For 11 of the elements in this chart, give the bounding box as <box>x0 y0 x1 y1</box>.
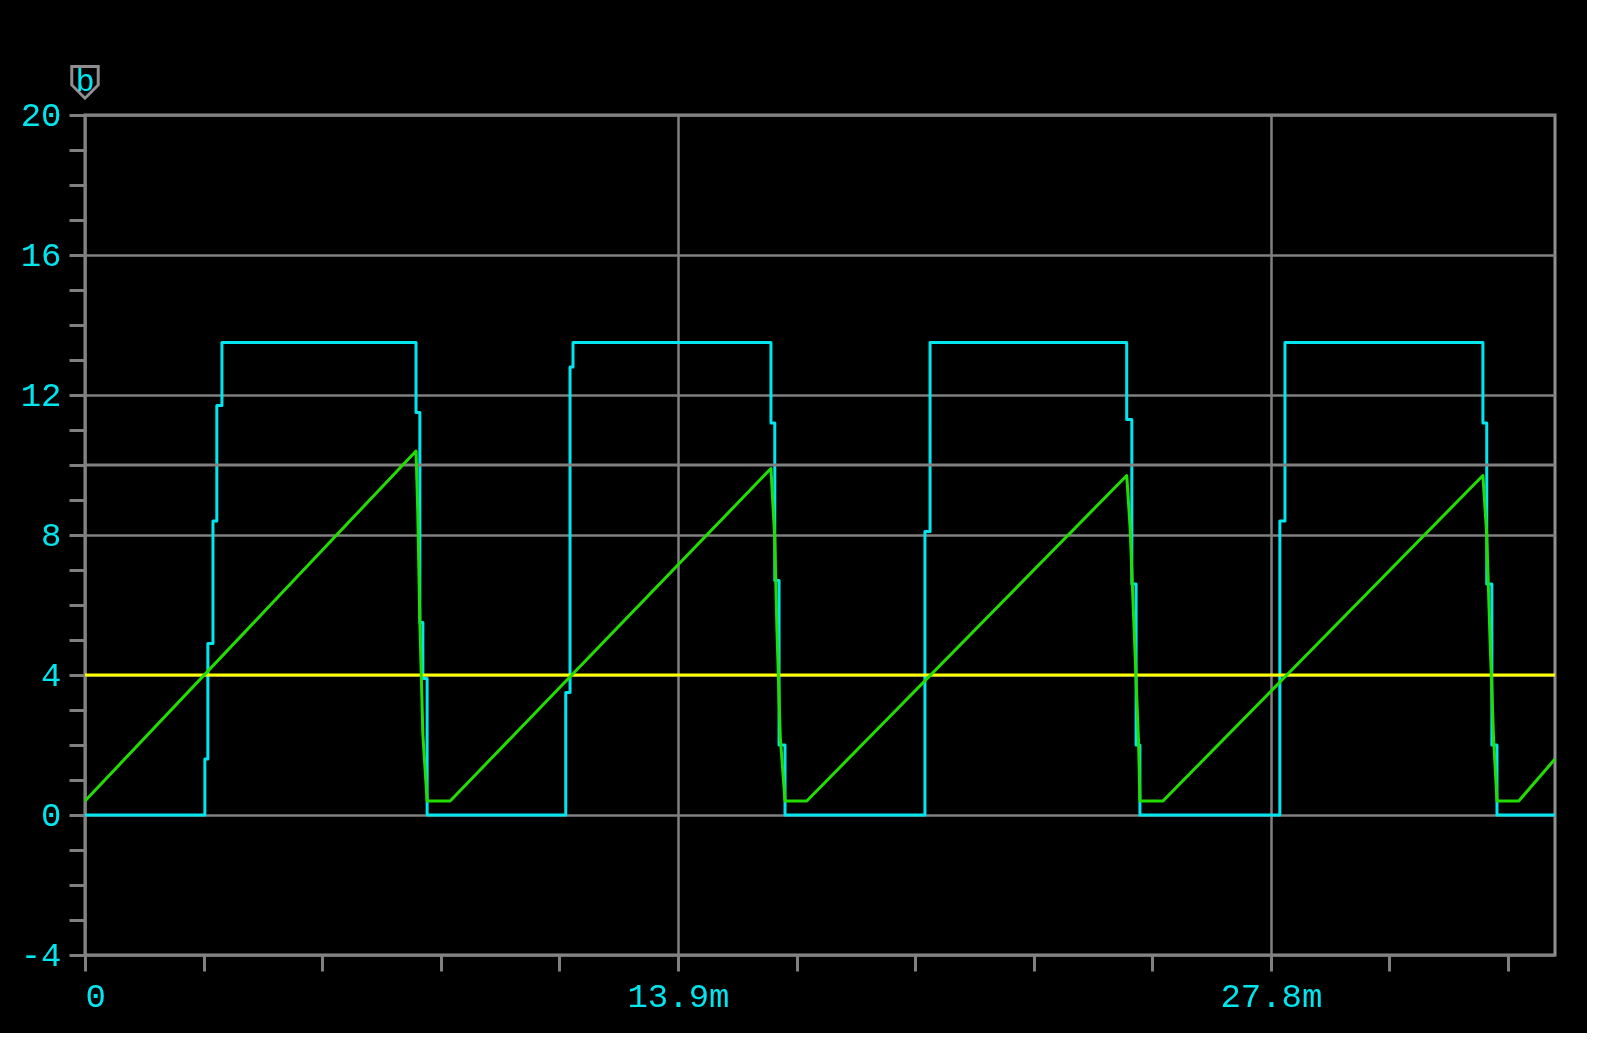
y-tick-label: 12 <box>20 377 62 416</box>
x-tick-label: 13.9m <box>627 978 730 1017</box>
y-tick-label: 8 <box>41 517 62 556</box>
x-tick-label: 27.8m <box>1220 978 1323 1017</box>
y-tick-label: 20 <box>20 97 62 136</box>
y-tick-label: 4 <box>41 657 62 696</box>
y-tick-label: -4 <box>20 937 62 976</box>
x-tick-label: 0 <box>85 978 106 1017</box>
text: b <box>75 64 95 101</box>
y-tick-label: 16 <box>20 237 62 276</box>
y-tick-label: 0 <box>41 797 62 836</box>
